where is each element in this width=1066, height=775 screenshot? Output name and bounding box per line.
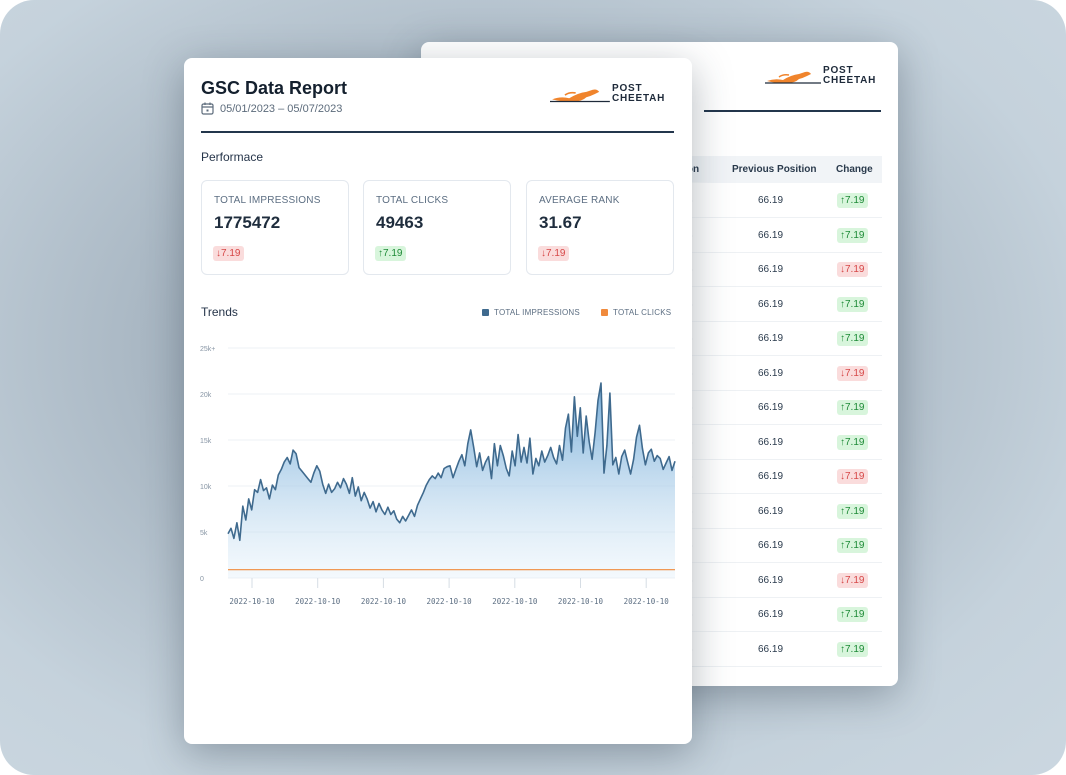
change-badge-up: ↑7.19: [837, 434, 869, 450]
arrow-down-icon: ↓: [840, 471, 845, 482]
page-title: GSC Data Report: [201, 78, 348, 98]
previous-position-cell: 66.19: [758, 402, 784, 413]
previous-position-cell: 66.19: [758, 333, 784, 344]
column-header-change: Change: [836, 164, 873, 175]
legend-swatch: [601, 309, 608, 316]
previous-position-cell: 66.19: [758, 471, 784, 482]
cheetah-icon: [550, 89, 610, 103]
change-badge-down: ↓7.19: [837, 572, 869, 588]
table-row: 366.19↑7.19: [673, 632, 882, 667]
column-header-previous-position: Previous Position: [732, 164, 817, 175]
change-badge-up: ↑7.19: [375, 246, 407, 261]
change-badge-up: ↑7.19: [837, 400, 869, 415]
y-tick-label: 10k: [200, 484, 212, 491]
previous-position-cell: 66.19: [758, 298, 784, 310]
arrow-down-icon: ↓: [216, 248, 221, 259]
legend-item-impressions: TOTAL IMPRESSIONS: [482, 308, 580, 317]
trends-heading: Trends: [201, 305, 238, 319]
change-badge-up: ↑7.19: [837, 331, 869, 346]
post-cheetah-logo: POST CHEETAH: [550, 83, 665, 105]
header-divider: [704, 110, 881, 112]
logo-text: POST CHEETAH: [612, 83, 666, 104]
calendar-icon: [201, 102, 214, 115]
arrow-up-icon: ↑: [840, 195, 845, 206]
metric-label: AVERAGE RANK: [539, 195, 620, 206]
metric-value: 49463: [376, 213, 424, 232]
report-page-front: GSC Data Report 05/01/2023 – 05/07/2023 …: [184, 58, 692, 744]
trends-chart: 0 5k 10k 15k 20k 25k+ 2022-10-10 2022-10-10 2022…: [200, 346, 676, 606]
impressions-line: [227, 382, 676, 542]
previous-position-cell: 66.19: [758, 505, 784, 517]
y-tick-label: 20k: [200, 392, 212, 399]
change-badge-down: ↓7.19: [213, 246, 245, 261]
previous-position-cell: 66.19: [758, 609, 784, 620]
change-badge-up: ↑7.19: [837, 296, 869, 312]
arrow-up-icon: ↑: [840, 540, 845, 551]
previous-position-cell: 66.19: [758, 574, 784, 586]
change-badge-down: ↓7.19: [837, 365, 869, 381]
metric-label: TOTAL IMPRESSIONS: [214, 195, 321, 206]
performance-heading: Performace: [201, 150, 264, 164]
post-cheetah-logo: POST CHEETAH: [765, 66, 876, 86]
change-badge-up: ↑7.19: [837, 538, 869, 553]
change-badge-down: ↓7.19: [837, 469, 869, 484]
change-badge-up: ↑7.19: [837, 503, 869, 519]
table-row: 366.19↑7.19: [673, 321, 882, 356]
x-tick-label: 2022-10-10: [361, 597, 407, 606]
metric-value: 31.67: [539, 213, 582, 232]
table-header: ition Previous Position Change: [673, 156, 882, 183]
change-badge-up: ↑7.19: [837, 227, 869, 243]
arrow-down-icon: ↓: [541, 248, 546, 259]
previous-position-cell: 66.19: [758, 264, 784, 275]
header-divider: [201, 131, 674, 133]
x-tick-label: 2022-10-10: [427, 597, 473, 606]
change-badge-down: ↓7.19: [837, 262, 869, 277]
date-range-text: 05/01/2023 – 05/07/2023: [220, 102, 343, 115]
previous-position-cell: 66.19: [758, 229, 784, 241]
arrow-up-icon: ↑: [378, 248, 383, 259]
arrow-down-icon: ↓: [840, 367, 845, 379]
metric-value: 1775472: [214, 213, 281, 232]
metric-card-impressions: TOTAL IMPRESSIONS 1775472 ↓7.19: [201, 180, 349, 275]
impressions-area: [228, 383, 675, 578]
arrow-up-icon: ↑: [840, 333, 845, 344]
arrow-up-icon: ↑: [840, 229, 845, 241]
date-range: 05/01/2023 – 05/07/2023: [201, 102, 342, 115]
arrow-up-icon: ↑: [840, 298, 845, 310]
y-tick-label: 25k+: [200, 346, 215, 353]
metric-card-clicks: TOTAL CLICKS 49463 ↑7.19: [363, 180, 511, 275]
y-tick-label: 15k: [200, 438, 212, 445]
cheetah-icon: [765, 71, 821, 84]
y-tick-label: 5k: [200, 530, 208, 537]
x-tick-label: 2022-10-10: [229, 597, 275, 606]
change-badge-up: ↑7.19: [837, 641, 869, 657]
arrow-down-icon: ↓: [840, 574, 845, 586]
x-tick-label: 2022-10-10: [492, 597, 538, 606]
change-badge-down: ↓7.19: [538, 246, 570, 261]
previous-position-cell: 66.19: [758, 540, 784, 551]
x-tick-label: 2022-10-10: [624, 597, 670, 606]
previous-position-cell: 66.19: [758, 436, 784, 448]
arrow-up-icon: ↑: [840, 402, 845, 413]
previous-position-cell: 66.19: [758, 367, 784, 379]
change-badge-up: ↑7.19: [837, 193, 869, 208]
change-badge-up: ↑7.19: [837, 607, 869, 622]
metric-label: TOTAL CLICKS: [376, 195, 449, 206]
previous-position-cell: 66.19: [758, 195, 784, 206]
metric-card-average-rank: AVERAGE RANK 31.67 ↓7.19: [526, 180, 674, 275]
arrow-up-icon: ↑: [840, 505, 845, 517]
arrow-up-icon: ↑: [840, 643, 845, 655]
legend-item-clicks: TOTAL CLICKS: [601, 308, 671, 317]
x-tick-label: 2022-10-10: [295, 597, 341, 606]
previous-position-cell: 66.19: [758, 643, 784, 655]
arrow-up-icon: ↑: [840, 436, 845, 448]
legend-swatch: [482, 309, 489, 316]
x-tick-label: 2022-10-10: [558, 597, 604, 606]
arrow-down-icon: ↓: [840, 264, 845, 275]
y-tick-label: 0: [200, 576, 204, 583]
logo-text: POST CHEETAH: [823, 65, 877, 86]
arrow-up-icon: ↑: [840, 609, 845, 620]
